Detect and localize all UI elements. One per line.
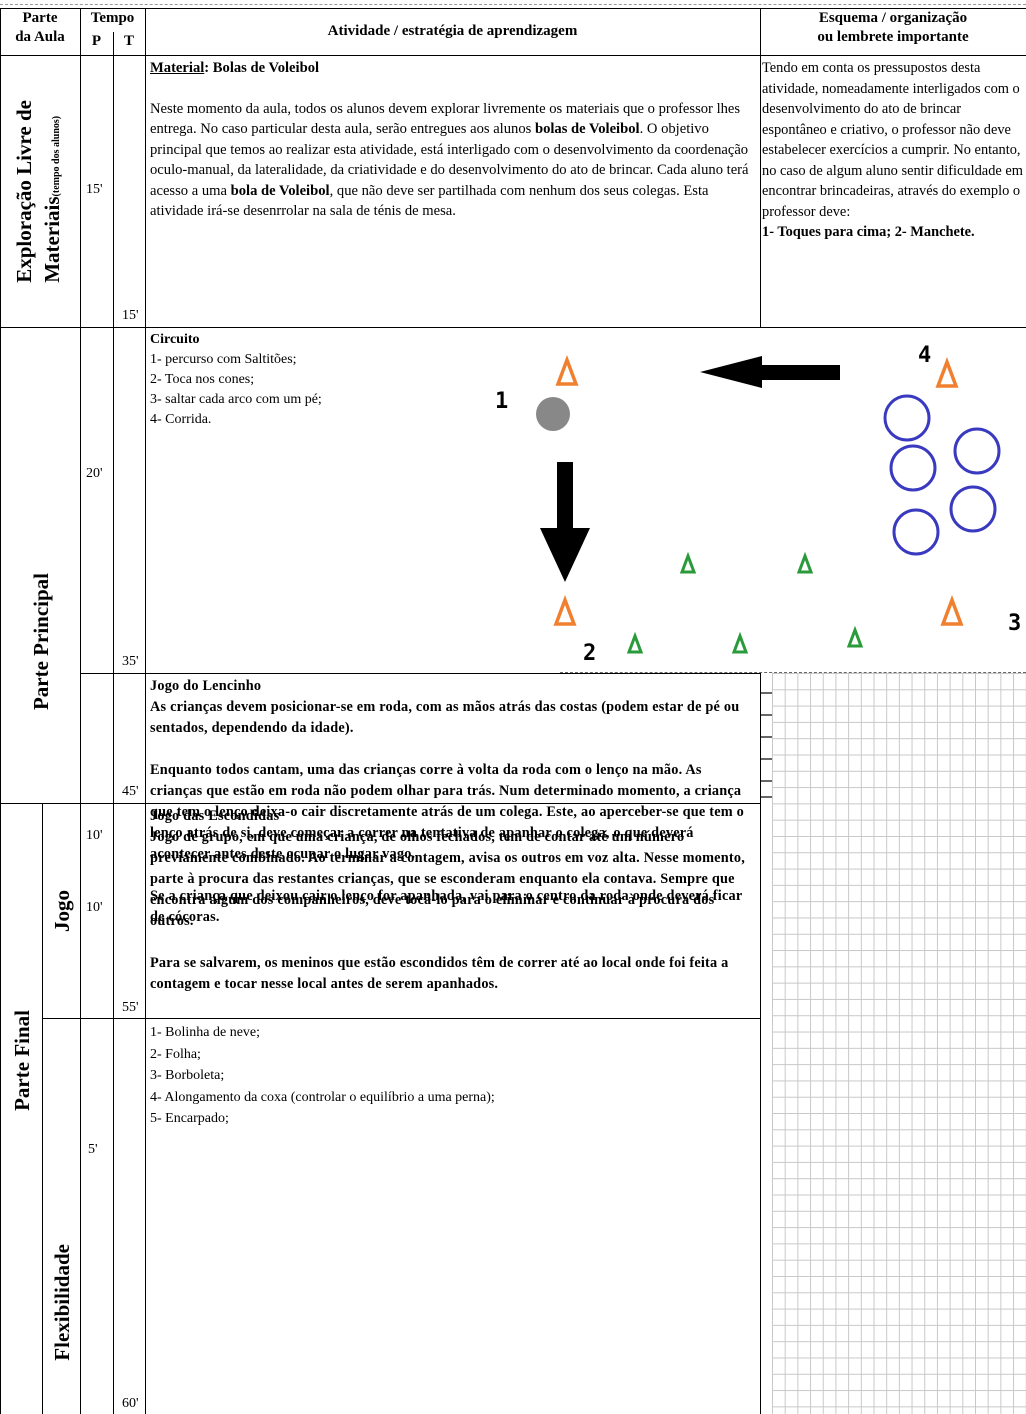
flexibility-label: Flexibilidade (43, 1190, 80, 1414)
station-number: 4 (918, 343, 931, 368)
header-activity: Atividade / estratégia de aprendizagem (327, 23, 578, 39)
text: ou lembrete importante (817, 29, 969, 45)
text: : Bolas de Voleibol (204, 60, 320, 76)
top-dash (0, 4, 1026, 5)
text: Jogo das Escondidas (150, 808, 280, 824)
grid-area (772, 673, 1026, 1414)
text: bolas de Voleibol (534, 121, 640, 137)
circuit-text: Circuito 1- percurso com Saltitões; 2- To… (150, 330, 322, 430)
table-rule (760, 673, 761, 1414)
table-rule (80, 673, 760, 674)
scheme-note: Tendo em conta os pressupostos desta ati… (762, 58, 1026, 243)
text: Se a criança que deixou cair o lenço for… (150, 888, 743, 925)
table-rule (42, 1018, 760, 1019)
text: da Aula (15, 29, 65, 45)
table-rule (0, 803, 760, 804)
hoops (883, 394, 1001, 556)
p-time: 10' (86, 900, 103, 915)
final-label: Parte Final (1, 940, 42, 1180)
table-rule (0, 8, 1026, 9)
activity-text: Material: Bolas de Voleibol Neste moment… (150, 58, 756, 222)
table-rule (0, 55, 1026, 56)
station-number: 1 (495, 389, 508, 414)
text: Material (150, 60, 205, 76)
tick-marks (760, 692, 772, 798)
arrow-down (540, 462, 590, 582)
p-time: 20' (86, 466, 103, 481)
arrow-left (700, 356, 840, 388)
table-rule (113, 32, 114, 1414)
header-p: P (91, 33, 102, 49)
text: bola de Voleibol (230, 182, 330, 199)
game-text: Jogo das Escondidas Jogo de grupo, em qu… (150, 806, 756, 995)
circuit-diagram: 1 2 3 4 (495, 343, 1021, 666)
text: Enquanto todos cantam, uma das crianças … (150, 762, 744, 862)
text: 4- Alongamento da coxa (controlar o equi… (150, 1089, 495, 1105)
text: 1- percurso com Saltitões; (150, 352, 297, 367)
text: 1- Bolinha de neve; (150, 1025, 261, 1040)
header-tempo: Tempo (90, 10, 135, 26)
text: Parte Final (9, 1009, 34, 1111)
text: Circuito (150, 332, 200, 347)
text: 4- Corrida. (150, 412, 212, 427)
t-time: 35' (122, 654, 139, 669)
text: Jogo de grupo, em que uma criança, de ol… (150, 829, 745, 929)
game-label: Jogo (43, 803, 80, 1018)
text: Jogo (49, 889, 74, 932)
header-part: Parte da Aula (0, 9, 80, 47)
t-time: 15' (122, 308, 139, 323)
text: Esquema / organização (818, 10, 968, 26)
text: 5- Encarpado; (150, 1111, 229, 1126)
station-number: 2 (583, 641, 596, 666)
text: 2- Toca nos cones; (150, 372, 255, 387)
text: As crianças devem posicionar-se em roda,… (150, 699, 740, 736)
t-time: 60' (122, 1396, 139, 1411)
header-t: T (123, 33, 134, 49)
text: Tendo em conta os pressupostos desta ati… (762, 60, 1023, 220)
p-time: 15' (86, 182, 103, 197)
handkerchief-text: Jogo do Lencinho As crianças devem posic… (150, 676, 756, 928)
station-number: 3 (1008, 611, 1021, 636)
green-cones (626, 551, 864, 654)
text: 2- Folha; (150, 1046, 201, 1062)
text: , que não deve ser partilhada com nenhum… (150, 182, 709, 220)
table-rule (0, 8, 1, 1414)
text: 3- saltar cada arco com um pé; (150, 392, 322, 407)
text: Neste momento da aula, todos os alunos d… (150, 100, 741, 138)
flexibility-list: 1- Bolinha de neve; 2- Folha; 3- Borboleta… (150, 1022, 495, 1130)
table-rule (80, 8, 81, 1414)
text: 3- Borboleta; (150, 1068, 225, 1083)
t-time: 55' (122, 1000, 139, 1015)
table-rule (42, 803, 43, 1414)
diagram-border (560, 672, 1026, 673)
text: Para se salvarem, os meninos que estão e… (150, 955, 729, 992)
text: 1- Toques para cima; 2- Manchete. (762, 224, 975, 240)
t-time: 45' (122, 784, 139, 799)
table-rule (145, 8, 146, 1414)
p-time: 10' (86, 828, 103, 843)
table-rule (0, 327, 1026, 328)
orange-cones (553, 355, 964, 626)
table-rule (760, 8, 761, 327)
text: Flexibilidade (49, 1243, 74, 1361)
p-time: 5' (88, 1142, 98, 1157)
text: Parte (22, 10, 58, 26)
ball (536, 397, 570, 431)
header-scheme: Esquema / organização ou lembrete importa… (760, 9, 1026, 47)
text: . O objetivo principal que temos ao real… (150, 121, 749, 199)
text: Jogo do Lencinho (150, 678, 262, 694)
